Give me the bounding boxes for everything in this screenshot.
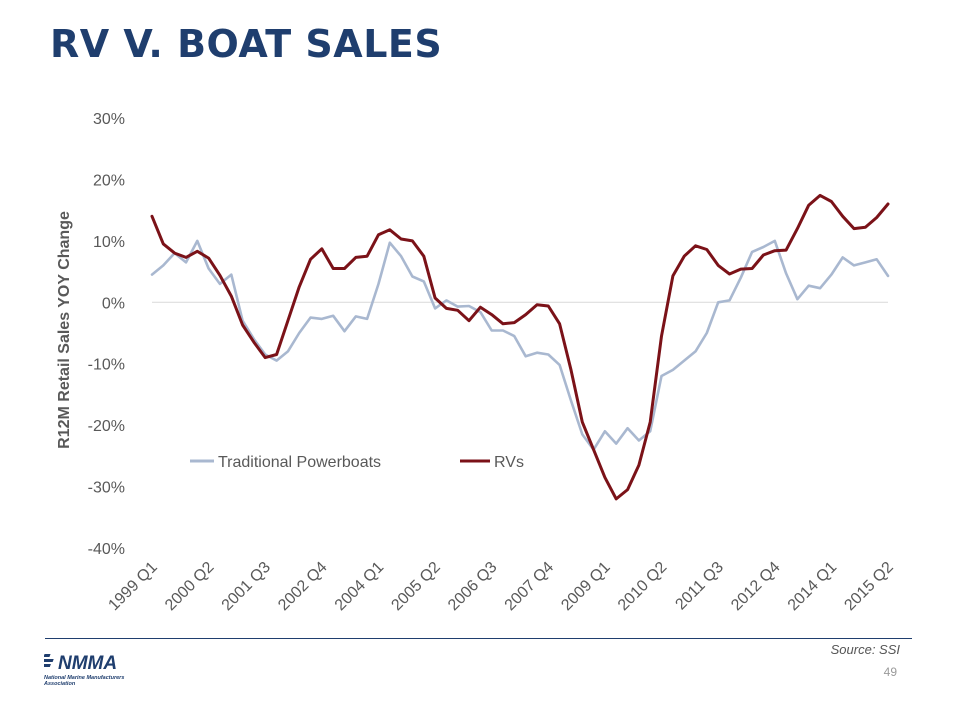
y-tick-label: -20% bbox=[88, 418, 125, 435]
x-tick-label: 2001 Q3 bbox=[219, 559, 274, 614]
legend-label: Traditional Powerboats bbox=[218, 454, 381, 471]
y-tick-label: 30% bbox=[93, 111, 125, 128]
x-tick-label: 2006 Q3 bbox=[445, 559, 500, 614]
y-tick-label: -40% bbox=[88, 541, 125, 558]
page-number: 49 bbox=[883, 665, 897, 679]
y-tick-label: -10% bbox=[88, 357, 125, 374]
x-tick-label: 2014 Q1 bbox=[785, 559, 840, 614]
source-note: Source: SSI bbox=[830, 642, 900, 657]
nmma-logo: NMMA bbox=[44, 653, 117, 674]
series-traditional-powerboats bbox=[150, 239, 890, 452]
x-tick-label: 2000 Q2 bbox=[162, 559, 217, 614]
x-axis-ticks: 1999 Q1 2000 Q2 2001 Q3 2002 Q4 2004 Q1 2005 … bbox=[105, 559, 896, 614]
x-tick-label: 2010 Q2 bbox=[615, 559, 670, 614]
x-tick-label: 2015 Q2 bbox=[841, 559, 896, 614]
x-tick-label: 1999 Q1 bbox=[105, 559, 160, 614]
chart-legend: Traditional Powerboats RVs bbox=[190, 454, 524, 471]
legend-item-rvs: RVs bbox=[460, 454, 524, 471]
y-axis-ticks: 30% 20% 10% 0% -10% -20% -30% -40% bbox=[88, 111, 125, 558]
y-tick-label: 20% bbox=[93, 172, 125, 189]
series-rvs bbox=[150, 193, 890, 501]
x-tick-label: 2012 Q4 bbox=[728, 559, 783, 614]
x-tick-label: 2009 Q1 bbox=[558, 559, 613, 614]
y-tick-label: 10% bbox=[93, 234, 125, 251]
line-chart: 30% 20% 10% 0% -10% -20% -30% -40% 1999 Q1 2000 … bbox=[56, 111, 897, 614]
series-layer bbox=[150, 193, 890, 501]
x-tick-label: 2007 Q4 bbox=[502, 559, 557, 614]
x-tick-label: 2004 Q1 bbox=[332, 559, 387, 614]
logo-tagline: National Marine Manufacturers Associatio… bbox=[44, 675, 125, 687]
legend-label: RVs bbox=[494, 454, 524, 471]
footer-divider bbox=[45, 638, 912, 639]
y-tick-label: 0% bbox=[102, 295, 125, 312]
logo-wordmark: NMMA bbox=[58, 653, 117, 674]
x-tick-label: 2002 Q4 bbox=[275, 559, 330, 614]
x-tick-label: 2005 Q2 bbox=[388, 559, 443, 614]
x-tick-label: 2011 Q3 bbox=[672, 559, 727, 614]
slide-title: RV V. BOAT SALES bbox=[50, 22, 443, 66]
y-axis-label: R12M Retail Sales YOY Change bbox=[56, 211, 73, 449]
y-tick-label: -30% bbox=[88, 480, 125, 497]
legend-item-traditional-powerboats: Traditional Powerboats bbox=[190, 454, 381, 471]
